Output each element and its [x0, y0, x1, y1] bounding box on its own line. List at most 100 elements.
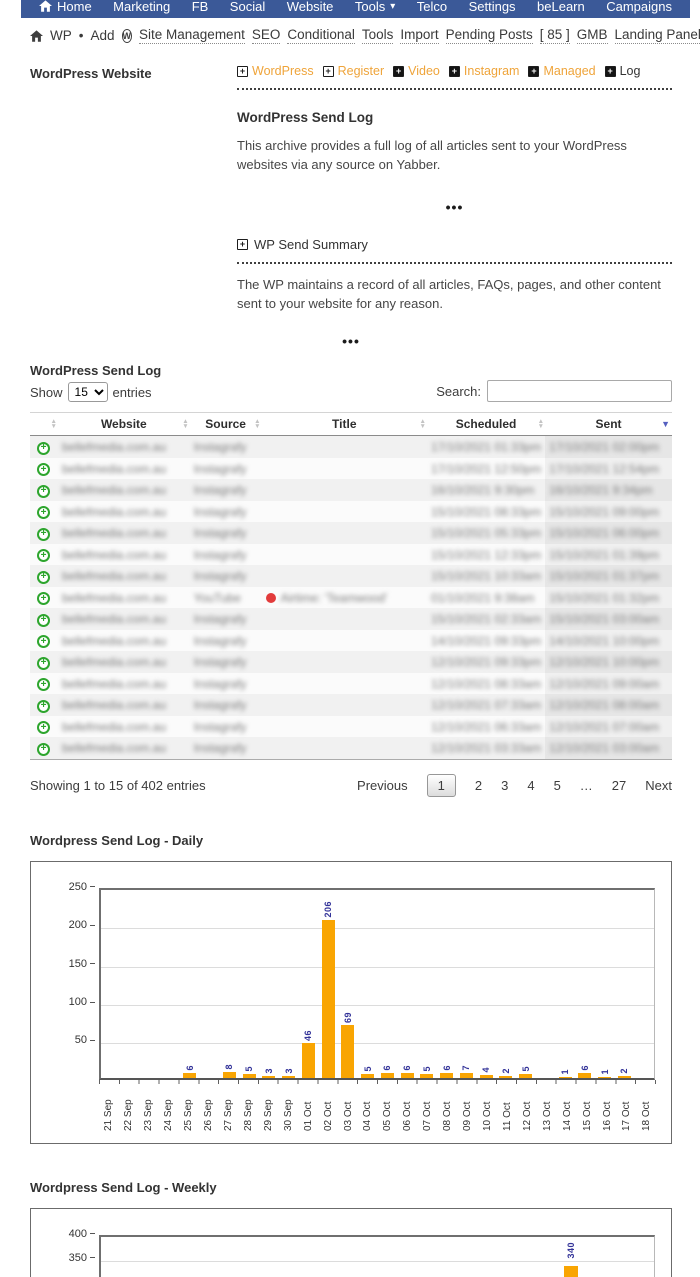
wordpress-logo-icon[interactable]: W	[121, 28, 133, 43]
tab-instagram[interactable]: + Instagram	[448, 64, 520, 78]
subnav-link-gmb[interactable]: GMB	[576, 27, 608, 44]
x-tick-label: 04 Oct	[362, 1101, 374, 1131]
redacted-text: 12/10/2021 03:00am	[549, 741, 660, 756]
subnav-wp-label[interactable]: WP	[50, 28, 72, 43]
topnav-item-belearn[interactable]: beLearn	[537, 0, 585, 14]
expand-row-icon[interactable]: +	[37, 678, 50, 692]
x-tick-label: 16 Oct	[601, 1101, 613, 1131]
subnav-link-pending-posts[interactable]: Pending Posts	[445, 27, 533, 44]
topnav-item-campaigns[interactable]: Campaigns	[606, 0, 672, 14]
source-cell: Instagrafy	[190, 436, 262, 458]
subnav-link-import[interactable]: Import	[400, 27, 439, 44]
expand-row-icon[interactable]: +	[37, 592, 50, 606]
topnav-item-label: Home	[57, 0, 92, 14]
redacted-text: bellefmedia.com.au	[61, 547, 167, 562]
bar-value-label: 69	[342, 1011, 353, 1023]
subnav-link-conditional[interactable]: Conditional	[287, 27, 355, 44]
expand-row-icon[interactable]: +	[37, 484, 50, 498]
expand-cell: +	[30, 587, 58, 609]
scheduled-cell: 15/10/2021 12:33pm	[427, 544, 545, 566]
topnav-item-settings[interactable]: Settings	[469, 0, 516, 14]
next-page-button[interactable]: Next	[645, 777, 672, 793]
bar-value-label: 2	[500, 1068, 511, 1074]
expand-row-icon[interactable]: +	[37, 699, 50, 713]
tab-managed[interactable]: + Managed	[528, 64, 596, 78]
x-tick-label: 26 Sep	[203, 1099, 215, 1131]
expand-row-icon[interactable]: +	[37, 721, 50, 735]
expand-row-icon[interactable]: +	[37, 570, 50, 584]
tab-register[interactable]: + Register	[322, 64, 384, 78]
topnav-item-tools[interactable]: Tools ▾	[355, 0, 395, 14]
subnav-link-site-management[interactable]: Site Management	[139, 27, 245, 44]
website-cell: bellefmedia.com.au	[58, 651, 190, 673]
topnav-item-telco[interactable]: Telco	[417, 0, 447, 14]
column-header-expand[interactable]: ▲ ▼	[30, 412, 58, 437]
home-icon[interactable]	[30, 29, 43, 42]
expand-row-icon[interactable]: +	[37, 527, 50, 541]
redacted-text: Instagrafy	[193, 483, 247, 498]
source-cell: YouTube	[190, 587, 262, 609]
plus-solid-icon: +	[393, 65, 405, 77]
title-cell	[262, 608, 427, 630]
wp-send-summary-toggle[interactable]: + WP Send Summary	[237, 237, 672, 252]
wp-send-summary-label: WP Send Summary	[254, 236, 368, 252]
redacted-text: Instagrafy	[193, 612, 247, 627]
expand-row-icon[interactable]: +	[37, 506, 50, 520]
tab-wordpress[interactable]: + WordPress	[237, 64, 314, 78]
page-button-4[interactable]: 4	[527, 777, 535, 793]
table-row: + bellefmedia.com.au YouTube Airtime: 'Team…	[30, 586, 672, 609]
sent-cell: 15/10/2021 09:00pm	[545, 500, 672, 523]
tab-label: Instagram	[463, 64, 520, 78]
topnav-item-home[interactable]: Home	[39, 0, 92, 14]
subnav-link-tools[interactable]: Tools	[361, 27, 394, 44]
expand-row-icon[interactable]: +	[37, 463, 50, 477]
bar-slot: 206	[318, 901, 338, 1078]
website-cell: bellefmedia.com.au	[58, 544, 190, 566]
y-tick-mark	[90, 963, 95, 965]
tab-label: Log	[619, 64, 641, 78]
subnav-add-link[interactable]: Add	[90, 28, 115, 43]
website-cell: bellefmedia.com.au	[58, 694, 190, 716]
page-button-5[interactable]: 5	[553, 777, 561, 793]
column-header-label: Source	[205, 417, 246, 432]
page-button-3[interactable]: 3	[501, 777, 509, 793]
page-button-27[interactable]: 27	[611, 777, 627, 793]
topnav-item-social[interactable]: Social	[230, 0, 265, 14]
search-label: Search:	[436, 383, 481, 399]
subnav-link-seo[interactable]: SEO	[251, 27, 281, 44]
topnav-item-fb[interactable]: FB	[192, 0, 209, 14]
page-button-2[interactable]: 2	[474, 777, 483, 793]
bar-value-label: 8	[224, 1064, 235, 1070]
column-header-source[interactable]: Source ▲ ▼	[189, 412, 262, 437]
tab-log[interactable]: + Log	[604, 64, 641, 78]
column-header-website[interactable]: Website ▲ ▼	[57, 412, 190, 437]
sent-cell: 15/10/2021 01:32pm	[545, 586, 672, 609]
subnav-link-landing-panels[interactable]: Landing Panels	[614, 27, 700, 44]
search-input[interactable]	[487, 380, 672, 403]
tab-video[interactable]: + Video	[393, 64, 440, 78]
previous-page-button[interactable]: Previous	[357, 777, 408, 793]
topnav-item-marketing[interactable]: Marketing	[113, 0, 170, 14]
bar-slot: 3	[279, 1068, 299, 1078]
redacted-text: 15/10/2021 10:33am	[430, 569, 542, 584]
topnav-item-website[interactable]: Website	[287, 0, 334, 14]
redacted-text: 12/10/2021 09:00am	[549, 676, 660, 691]
expand-row-icon[interactable]: +	[37, 635, 50, 649]
expand-row-icon[interactable]: +	[37, 613, 50, 627]
column-header-scheduled[interactable]: Scheduled ▲ ▼	[426, 412, 546, 437]
chart-frame: 40035030025020015010050340	[30, 1207, 672, 1277]
column-header-title[interactable]: Title ▲ ▼	[261, 412, 427, 437]
subnav-link--85-[interactable]: [ 85 ]	[539, 27, 570, 44]
expand-row-icon[interactable]: +	[37, 549, 50, 563]
scheduled-cell: 15/10/2021 10:33am	[427, 565, 545, 587]
column-header-sent[interactable]: Sent ▼	[545, 412, 672, 437]
x-tick-label: 21 Sep	[103, 1099, 115, 1131]
expand-row-icon[interactable]: +	[37, 441, 50, 455]
bar-value-label: 7	[461, 1065, 472, 1071]
page-button-…[interactable]: …	[579, 777, 593, 793]
bar-value-label: 6	[402, 1065, 413, 1071]
expand-row-icon[interactable]: +	[37, 742, 50, 756]
expand-row-icon[interactable]: +	[37, 656, 50, 670]
page-length-select[interactable]: 15	[67, 382, 108, 403]
page-button-1[interactable]: 1	[426, 773, 456, 797]
